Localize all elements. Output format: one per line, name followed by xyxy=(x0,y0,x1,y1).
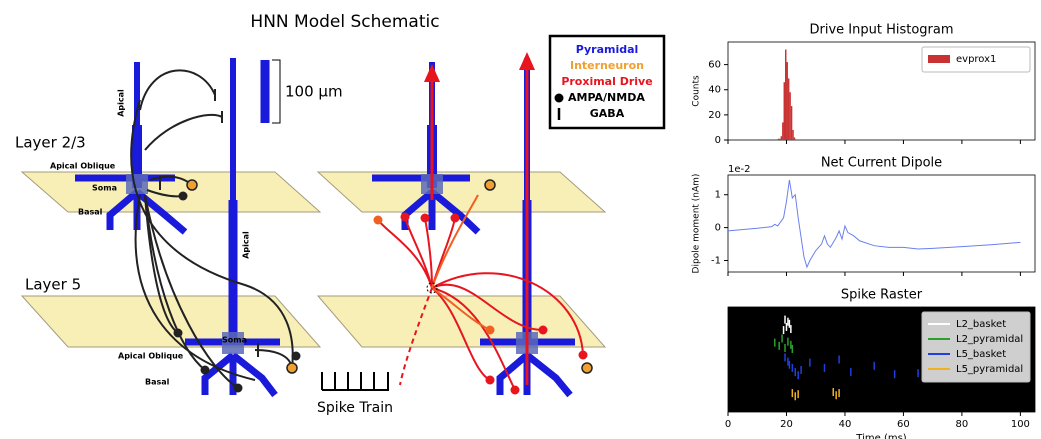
y-tick-label: 0 xyxy=(715,135,721,146)
schematic: HNN Model Schematic Layer 2/3 Layer 5 10 xyxy=(15,12,664,416)
spike-train-label: Spike Train xyxy=(317,400,393,416)
chart-title: Net Current Dipole xyxy=(821,156,942,171)
legend-dot xyxy=(555,94,564,103)
part-label: Apical Oblique xyxy=(50,162,116,171)
charts: Drive Input Histogram Counts 0 20 40 60 evprox… xyxy=(692,23,1036,439)
chart-title: Drive Input Histogram xyxy=(809,23,953,38)
bar xyxy=(786,62,787,140)
y-offset-label: 1e-2 xyxy=(728,164,751,175)
x-tick-label: 60 xyxy=(897,419,910,430)
schematic-title: HNN Model Schematic xyxy=(250,12,439,32)
part-label: Soma xyxy=(92,184,117,193)
x-tick-label: 20 xyxy=(780,419,793,430)
bar xyxy=(778,139,779,140)
legend-swatch xyxy=(928,55,950,63)
x-tick-label: 40 xyxy=(839,419,852,430)
legend-entry: Pyramidal xyxy=(576,43,639,56)
y-tick-label: 1 xyxy=(715,190,721,201)
x-axis-label: Time (ms) xyxy=(855,433,907,439)
bar xyxy=(792,130,793,140)
bar xyxy=(794,137,795,140)
legend-entry: AMPA/NMDA xyxy=(568,91,645,104)
legend-label: evprox1 xyxy=(956,54,996,65)
y-axis-label: Counts xyxy=(692,75,702,107)
bar xyxy=(791,106,792,140)
layer-label: Layer 2/3 xyxy=(15,134,86,152)
y-tick-label: 40 xyxy=(708,85,721,96)
bar xyxy=(784,82,785,140)
layer-label: Layer 5 xyxy=(25,276,81,294)
y-tick-label: 60 xyxy=(708,60,721,71)
x-tick-label: 80 xyxy=(956,419,969,430)
layer-planes xyxy=(22,172,605,347)
figure: HNN Model Schematic Layer 2/3 Layer 5 1 0 xyxy=(0,0,1041,439)
part-label: Apical xyxy=(242,231,251,259)
bar xyxy=(781,136,782,140)
chart-title: Spike Raster xyxy=(841,288,923,303)
page: HNN Model Schematic Layer 2/3 Layer 5 1 0 xyxy=(0,0,1041,439)
legend-entry: Interneuron xyxy=(570,59,644,72)
y-axis-label: Dipole moment (nAm) xyxy=(692,174,702,274)
legend-label: L2_pyramidal xyxy=(956,334,1023,345)
part-label: Apical Oblique xyxy=(118,352,184,361)
bar xyxy=(779,139,780,140)
legend-label: L5_pyramidal xyxy=(956,364,1023,375)
bar xyxy=(782,122,783,140)
y-tick-label: -1 xyxy=(711,255,721,266)
legend-entry: Proximal Drive xyxy=(561,75,652,88)
plot-area xyxy=(728,175,1035,272)
scale-label: 100 µm xyxy=(285,83,343,101)
bar xyxy=(785,50,786,140)
part-label: Basal xyxy=(145,378,170,387)
part-label: Apical xyxy=(117,89,126,117)
drive-connections xyxy=(378,195,583,390)
x-tick-label: 100 xyxy=(1011,419,1030,430)
scale-bar xyxy=(272,60,280,123)
bar xyxy=(789,92,790,140)
x-tick-label: 0 xyxy=(725,419,731,430)
spike-train-icon xyxy=(322,372,388,390)
y-tick-label: 20 xyxy=(708,110,721,121)
legend-label: L5_basket xyxy=(956,349,1006,360)
part-label: Basal xyxy=(78,208,103,217)
legend-label: L2_basket xyxy=(956,319,1006,330)
part-label: Soma xyxy=(222,336,247,345)
arrow-heads xyxy=(424,52,535,82)
y-tick-label: 0 xyxy=(715,223,721,234)
bar xyxy=(788,78,789,140)
legend-entry: GABA xyxy=(590,107,625,120)
